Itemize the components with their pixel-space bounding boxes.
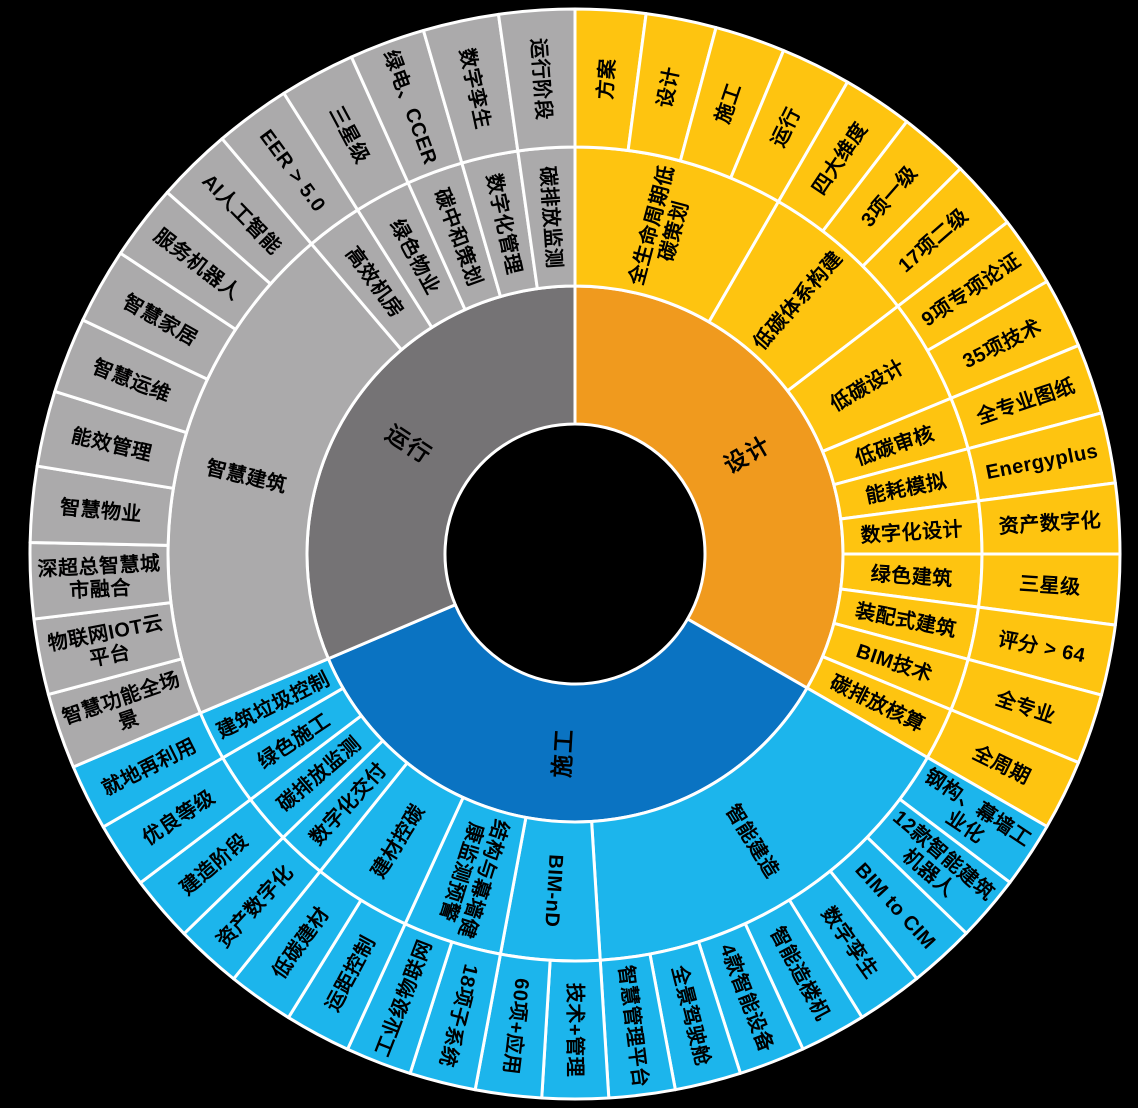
- item-arc-2-5-0: [496, 7, 577, 153]
- group-label-1-1: BIM-nD: [540, 854, 566, 928]
- item-label-0-6-0: 三星级: [1019, 571, 1082, 599]
- item-label-1-1-0: 技术+管理: [563, 983, 587, 1077]
- sector-label-1: 施工: [548, 727, 577, 778]
- item-label-0-0-0: 方案: [593, 57, 620, 100]
